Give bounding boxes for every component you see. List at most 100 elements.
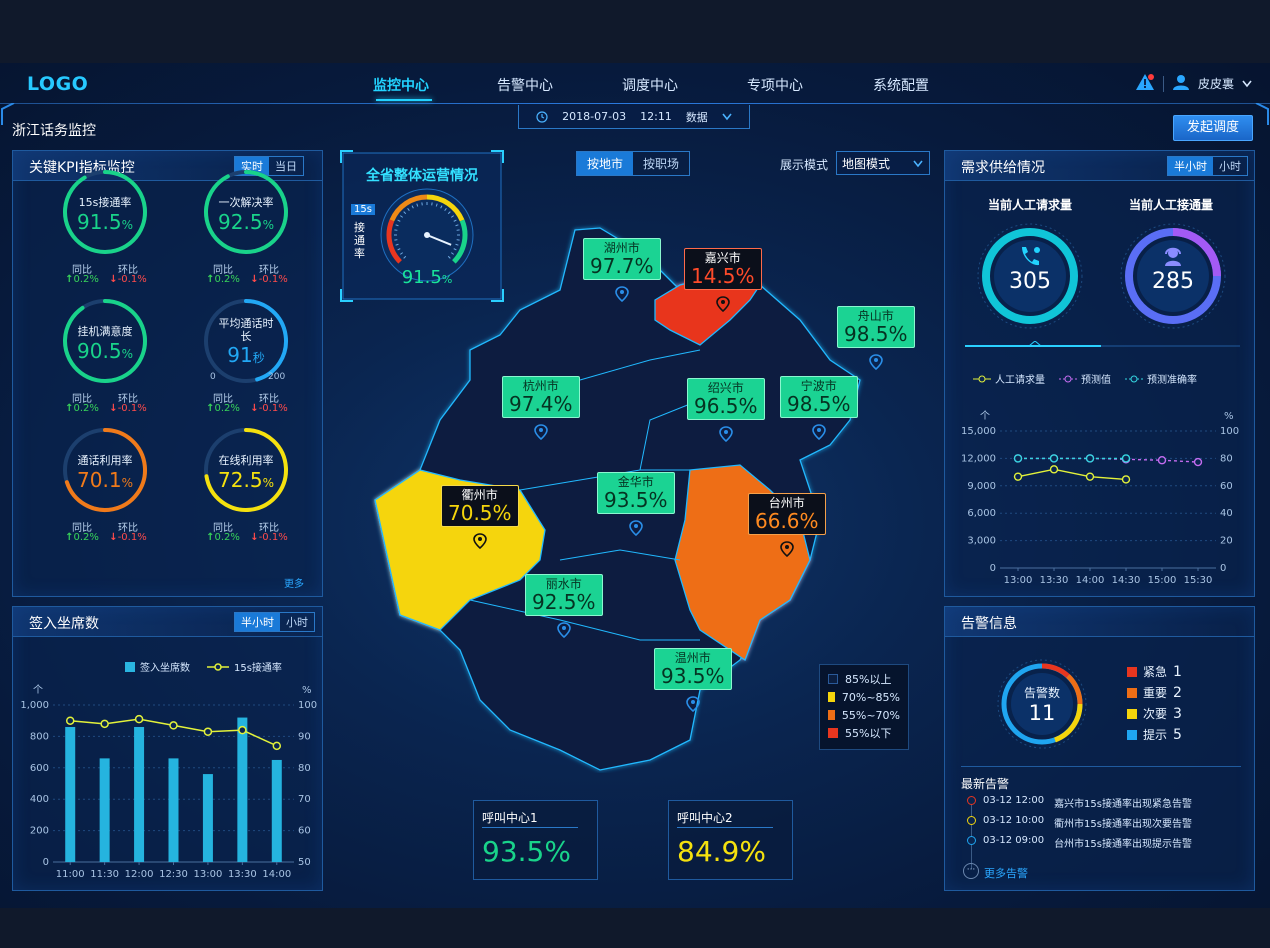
kpi-ring-progress — [64, 428, 147, 512]
map-pin-icon[interactable] — [557, 622, 571, 638]
nav-special-center[interactable]: 专项中心 — [747, 78, 803, 94]
map-city-label[interactable]: 杭州市 97.4% — [502, 376, 580, 418]
call-center-1-card[interactable]: 呼叫中心1 93.5% — [473, 800, 598, 880]
toggle-hour[interactable]: 小时 — [286, 616, 308, 629]
kpi-compare-value: ↓-0.1% — [244, 403, 294, 414]
alert-bell-icon[interactable] — [1135, 73, 1155, 94]
alarm-level-row[interactable]: 紧急 1 — [1127, 663, 1182, 680]
tab-by-workplace[interactable]: 按职场 — [643, 157, 680, 171]
map-pin-icon[interactable] — [812, 424, 826, 440]
gauge-band-orange — [389, 194, 428, 222]
toggle-half-hour[interactable]: 半小时 — [235, 613, 280, 631]
map-city-label[interactable]: 绍兴市 96.5% — [687, 378, 765, 420]
gauge-tick — [450, 252, 454, 255]
chevron-down-icon[interactable] — [722, 113, 732, 121]
recent-alarm-item[interactable]: 03-12 12:00 嘉兴市15s接通率出现紧急告警 — [983, 795, 1192, 810]
map-pin-icon[interactable] — [716, 296, 730, 312]
city-name: 衢州市 — [461, 488, 498, 502]
city-name: 嘉兴市 — [704, 251, 741, 265]
gauge-band-green — [452, 219, 468, 264]
map-city-label[interactable]: 舟山市 98.5% — [837, 306, 915, 348]
bar — [237, 717, 248, 862]
bar — [168, 758, 179, 862]
gauge-tick — [447, 211, 451, 215]
date-picker[interactable]: 2018-07-03 12:11 数据 — [518, 105, 750, 129]
map-city-label[interactable]: 嘉兴市 14.5% — [684, 248, 762, 290]
kpi-name: 挂机满意度 — [77, 325, 133, 338]
tab-by-city[interactable]: 按地市 — [577, 152, 634, 175]
mode-label: 展示模式 — [780, 158, 829, 172]
map-city-label[interactable]: 衢州市 70.5% — [441, 485, 519, 527]
map-pin-body — [686, 696, 700, 712]
map-pin-icon[interactable] — [780, 541, 794, 557]
gauge-tick — [416, 203, 419, 207]
map-pin-dot — [691, 700, 695, 704]
chevron-down-icon[interactable] — [1242, 77, 1252, 91]
kpi-compare-number: 0.2% — [214, 532, 240, 543]
nav-alarm-center[interactable]: 告警中心 — [497, 78, 553, 94]
alarm-level-row[interactable]: 次要 3 — [1127, 705, 1182, 722]
map-city-label[interactable]: 湖州市 97.7% — [583, 238, 661, 280]
nav-dispatch-center[interactable]: 调度中心 — [622, 78, 678, 94]
alarm-level-row[interactable]: 提示 5 — [1127, 726, 1182, 743]
map-pin-icon[interactable] — [869, 354, 883, 370]
seats-panel: 签入坐席数 半小时 小时 签入坐席数 15s接通率 个% 0 50 200 60 400 7… — [12, 606, 323, 891]
logo[interactable]: LOGO — [27, 73, 89, 95]
map-city-label[interactable]: 台州市 66.6% — [748, 493, 826, 535]
seats-legend: 签入坐席数 15s接通率 — [125, 659, 282, 674]
call-center-2-card[interactable]: 呼叫中心2 84.9% — [668, 800, 793, 880]
nav-monitor-center[interactable]: 监控中心 — [373, 78, 429, 94]
recent-alarm-item[interactable]: 03-12 10:00 衢州市15s接通率出现次要告警 — [983, 815, 1192, 830]
toggle-today[interactable]: 当日 — [275, 160, 297, 173]
axis-unit-right: % — [302, 685, 312, 696]
alarm-level-swatch — [1127, 708, 1137, 719]
map-pin-icon[interactable] — [629, 520, 643, 536]
y-tick-left: 400 — [30, 794, 49, 805]
alarm-donut — [997, 659, 1087, 749]
y-tick-right: 0 — [1220, 563, 1226, 574]
kpi-ring — [204, 299, 288, 383]
line-point — [1013, 454, 1023, 463]
more-icon[interactable]: ··· — [963, 863, 979, 879]
map-city-label[interactable]: 金华市 93.5% — [597, 472, 675, 514]
map-pin-icon[interactable] — [615, 286, 629, 302]
gauge-tick — [403, 211, 407, 215]
call-center-1-name: 呼叫中心1 — [482, 811, 538, 825]
map-city-label[interactable]: 丽水市 92.5% — [525, 574, 603, 616]
clock-icon — [536, 110, 548, 123]
user-icon[interactable] — [1172, 73, 1190, 94]
recent-alarm-item[interactable]: 03-12 09:00 台州市15s接通率出现提示告警 — [983, 835, 1192, 850]
nav-system-config[interactable]: 系统配置 — [873, 78, 929, 94]
toggle-hour[interactable]: 小时 — [1219, 160, 1241, 173]
map-city-label[interactable]: 温州市 93.5% — [654, 648, 732, 690]
section-divider — [965, 341, 1240, 347]
city-name: 绍兴市 — [707, 381, 744, 395]
map-city-label[interactable]: 宁波市 98.5% — [780, 376, 858, 418]
alarm-level-row[interactable]: 重要 2 — [1127, 684, 1182, 701]
user-name[interactable]: 皮皮裏 — [1197, 77, 1234, 91]
mode-select[interactable]: 地图模式 — [836, 151, 930, 175]
kpi-value-unit: % — [121, 347, 133, 361]
kpi-more-link[interactable]: 更多 — [284, 579, 304, 590]
kpi-compare-label: 同比 — [72, 394, 92, 405]
city-value: 93.5% — [604, 488, 668, 512]
gauge-tick — [435, 203, 438, 207]
y-tick-left: 12,000 — [961, 453, 996, 464]
recent-alarm-time: 03-12 12:00 — [983, 795, 1045, 806]
headset-agent-icon — [1165, 247, 1181, 266]
map-pin-icon[interactable] — [719, 426, 733, 442]
map-pin-icon[interactable] — [534, 424, 548, 440]
kpi-compare-label: 环比 — [118, 523, 138, 534]
more-alarms-link[interactable]: 更多告警 — [984, 867, 1028, 880]
y-tick-left: 1,000 — [20, 700, 49, 711]
gauge-tick — [455, 224, 459, 227]
dispatch-button[interactable]: 发起调度 — [1173, 115, 1253, 141]
map-pin-icon[interactable] — [686, 696, 700, 712]
map-pin-icon[interactable] — [473, 533, 487, 549]
y-tick-left: 9,000 — [967, 481, 996, 492]
map-pin-body — [534, 424, 548, 440]
mode-select-value: 地图模式 — [842, 157, 891, 171]
toggle-half-hour[interactable]: 半小时 — [1168, 157, 1213, 175]
map-pin-body — [629, 520, 643, 536]
kpi-compare-number: 0.2% — [73, 403, 99, 414]
